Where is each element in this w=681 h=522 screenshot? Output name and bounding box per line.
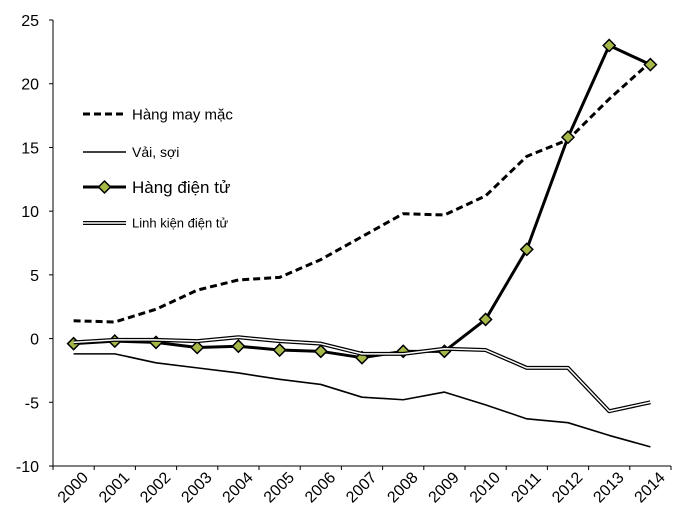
hang-dien-tu-point bbox=[560, 130, 576, 145]
x-tick-label: 2008 bbox=[384, 469, 421, 506]
legend-marker-hang-dien-tu bbox=[97, 179, 112, 195]
y-tick-label: 10 bbox=[21, 204, 39, 221]
y-tick-label: 0 bbox=[30, 332, 39, 349]
x-tick-label: 2012 bbox=[549, 469, 586, 506]
legend-label: Hàng may mặc bbox=[132, 106, 233, 123]
y-tick-label: 15 bbox=[21, 140, 39, 157]
y-tick-label: 25 bbox=[21, 13, 39, 30]
x-tick-label: 2010 bbox=[467, 469, 504, 506]
x-tick-label: 2000 bbox=[55, 469, 92, 506]
series-line-hang-may-mac bbox=[73, 60, 652, 324]
hang-dien-tu-point bbox=[190, 340, 205, 355]
legend-label: Vải, sợi bbox=[132, 144, 179, 160]
axes bbox=[52, 20, 671, 467]
hang-dien-tu-point bbox=[519, 242, 534, 257]
series-line-vai-soi bbox=[73, 353, 651, 448]
y-tick-labels: 25 20 15 10 5 0 -5 -10 bbox=[16, 13, 53, 476]
y-tick-label: -5 bbox=[25, 395, 39, 412]
x-tick-label: 2013 bbox=[590, 469, 627, 506]
x-tick-label: 2004 bbox=[220, 469, 257, 506]
x-tick-label: 2006 bbox=[302, 469, 339, 506]
hang-dien-tu-point bbox=[231, 339, 246, 354]
series-lines bbox=[66, 38, 658, 448]
x-tick-label: 2003 bbox=[178, 469, 215, 506]
x-tick-label: 2009 bbox=[426, 469, 463, 506]
series-line-hang-dien-tu bbox=[73, 43, 652, 360]
hang-dien-tu-point bbox=[313, 344, 328, 359]
hang-dien-tu-point bbox=[478, 312, 493, 327]
legend-label: Linh kiện điện tử bbox=[132, 216, 228, 231]
hang-dien-tu-point bbox=[602, 38, 617, 53]
x-tick-label: 2007 bbox=[343, 469, 380, 506]
legend-label: Hàng điện tử bbox=[132, 178, 230, 197]
legend: Hàng may mặc Vải, sợi Hàng điện tử Linh kiệ… bbox=[83, 106, 233, 231]
x-tick-label: 2014 bbox=[632, 469, 669, 506]
x-tick-label: 2002 bbox=[137, 469, 174, 506]
hang-dien-tu-point bbox=[272, 342, 287, 358]
y-tick-label: 5 bbox=[30, 268, 39, 285]
x-tick-label: 2011 bbox=[508, 470, 544, 506]
x-tick-label: 2001 bbox=[96, 469, 133, 506]
x-tick-label: 2005 bbox=[261, 469, 298, 506]
x-tick-labels: 2000 2001 2002 2003 2004 2005 2006 2007 2008 2009… bbox=[52, 466, 672, 506]
series-line-linh-kien-dien-tu bbox=[73, 335, 651, 414]
y-tick-label: 20 bbox=[21, 77, 39, 94]
hang-dien-tu-point bbox=[643, 57, 658, 72]
y-tick-label: -10 bbox=[16, 459, 39, 476]
series-line-linh-kien-dien-tu-inner bbox=[73, 336, 651, 412]
